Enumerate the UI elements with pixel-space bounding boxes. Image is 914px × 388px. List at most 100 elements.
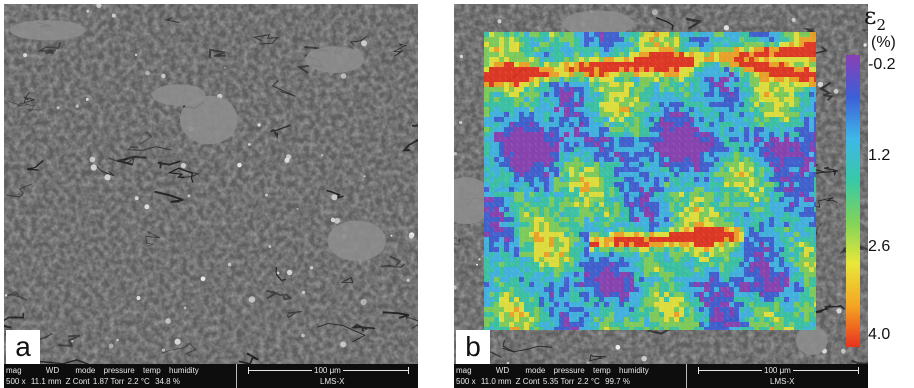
strain-cell xyxy=(629,52,634,57)
grain xyxy=(56,106,60,110)
strain-cell xyxy=(709,67,714,72)
strain-cell xyxy=(769,322,774,327)
strain-cell xyxy=(744,297,749,302)
strain-cell xyxy=(689,117,694,122)
strain-cell xyxy=(579,197,584,202)
strain-cell xyxy=(779,122,784,127)
strain-cell xyxy=(679,177,684,182)
strain-cell xyxy=(659,182,664,187)
strain-cell xyxy=(644,32,649,37)
strain-cell xyxy=(604,57,609,62)
strain-cell xyxy=(609,257,614,262)
displacement-vector xyxy=(510,100,513,105)
strain-cell xyxy=(804,267,809,272)
strain-cell xyxy=(519,72,524,77)
strain-cell xyxy=(489,252,494,257)
strain-cell xyxy=(619,37,624,42)
strain-cell xyxy=(684,72,689,77)
strain-cell xyxy=(494,292,499,297)
strain-cell xyxy=(814,297,816,302)
grain xyxy=(248,143,251,146)
strain-cell xyxy=(644,102,649,107)
strain-cell xyxy=(574,327,579,330)
strain-cell xyxy=(689,112,694,117)
strain-cell xyxy=(624,297,629,302)
strain-cell xyxy=(729,167,734,172)
strain-cell xyxy=(544,212,549,217)
strain-cell xyxy=(489,32,494,37)
strain-cell xyxy=(584,152,589,157)
strain-cell xyxy=(554,122,559,127)
strain-cell xyxy=(744,227,749,232)
strain-cell xyxy=(774,127,779,132)
strain-cell xyxy=(709,187,714,192)
strain-cell xyxy=(654,282,659,287)
strain-cell xyxy=(684,172,689,177)
strain-cell xyxy=(504,97,509,102)
strain-cell xyxy=(639,297,644,302)
strain-cell xyxy=(699,307,704,312)
strain-cell xyxy=(654,262,659,267)
strain-cell xyxy=(644,297,649,302)
strain-cell xyxy=(634,77,639,82)
strain-cell xyxy=(784,267,789,272)
strain-cell xyxy=(739,32,744,37)
displacement-vector xyxy=(660,94,663,99)
strain-cell xyxy=(559,287,564,292)
strain-cell xyxy=(644,147,649,152)
strain-cell xyxy=(574,212,579,217)
strain-cell xyxy=(724,292,729,297)
strain-cell xyxy=(644,137,649,142)
strain-cell xyxy=(619,147,624,152)
strain-cell xyxy=(784,122,789,127)
strain-cell xyxy=(584,177,589,182)
strain-cell xyxy=(719,247,724,252)
strain-cell xyxy=(614,162,619,167)
strain-cell xyxy=(679,57,684,62)
strain-cell xyxy=(584,42,589,47)
inclusion xyxy=(327,220,386,262)
strain-cell xyxy=(494,72,499,77)
strain-cell xyxy=(624,162,629,167)
strain-cell xyxy=(739,77,744,82)
strain-cell xyxy=(719,277,724,282)
strain-cell xyxy=(549,62,554,67)
strain-cell xyxy=(639,67,644,72)
strain-cell xyxy=(484,62,489,67)
strain-cell xyxy=(634,262,639,267)
strain-cell xyxy=(564,292,569,297)
strain-cell xyxy=(529,297,534,302)
strain-cell xyxy=(614,312,619,317)
strain-cell xyxy=(609,197,614,202)
displacement-vector xyxy=(570,88,573,93)
strain-cell xyxy=(779,172,784,177)
displacement-vector xyxy=(564,94,567,99)
strain-cell xyxy=(579,207,584,212)
strain-cell xyxy=(764,57,769,62)
strain-cell xyxy=(814,287,816,292)
strain-cell xyxy=(584,187,589,192)
strain-cell xyxy=(634,237,639,242)
strain-cell xyxy=(644,172,649,177)
strain-cell xyxy=(609,277,614,282)
strain-cell xyxy=(809,87,814,92)
strain-cell xyxy=(599,57,604,62)
displacement-vector xyxy=(540,70,543,75)
strain-cell xyxy=(524,137,529,142)
strain-cell xyxy=(629,167,634,172)
strain-cell xyxy=(609,272,614,277)
strain-cell xyxy=(659,167,664,172)
strain-cell xyxy=(639,142,644,147)
strain-cell xyxy=(629,42,634,47)
strain-cell xyxy=(769,217,774,222)
strain-cell xyxy=(609,142,614,147)
displacement-vector xyxy=(672,40,675,45)
strain-cell xyxy=(579,217,584,222)
strain-cell xyxy=(559,197,564,202)
strain-cell xyxy=(489,182,494,187)
strain-cell xyxy=(634,287,639,292)
strain-cell xyxy=(749,127,754,132)
strain-cell xyxy=(669,32,674,37)
strain-cell xyxy=(679,207,684,212)
header-wd: WD xyxy=(45,366,60,375)
